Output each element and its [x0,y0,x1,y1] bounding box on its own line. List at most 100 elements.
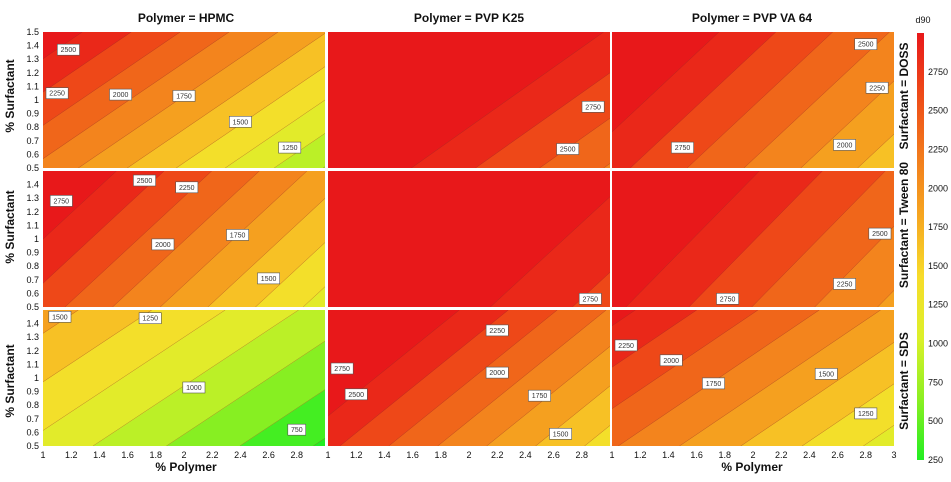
contour-line [612,310,636,326]
contour-label-text: 2500 [858,42,874,49]
contour-label-text: 2500 [348,392,364,399]
contour-panel: 2250 2000 1750 1500 1250 [612,310,894,446]
y-tick-label: 1.5 [26,27,39,37]
contour-label: 1250 [278,141,302,154]
contour-label: 1500 [257,272,281,285]
x-tick-label: 1.6 [121,450,134,460]
contour-panel: 2750 2500 2250 2000 1750 1500 [328,310,610,446]
contour-line [43,310,152,383]
contour-line [64,171,212,307]
contour-label-text: 750 [291,427,303,434]
y-tick-label: 0.9 [26,109,39,119]
contour-label-text: 2500 [61,47,77,54]
contour-label-box [133,174,156,187]
x-tick-label: 1 [609,450,614,460]
contour-label: 1250 [854,407,878,420]
x-tick-label: 1.8 [435,450,448,460]
x-tick-label: 2 [750,450,755,460]
contour-line [603,163,610,168]
contour-label-text: 2000 [155,242,171,249]
colorbar-tick-label: 2750 [928,67,948,77]
contour-label: 2500 [868,227,892,240]
contour-label: 2250 [833,278,857,290]
contour-line [43,32,230,159]
contour-line [43,171,165,284]
contour-line [539,117,610,168]
contour-line [127,33,325,168]
contour-label: 2000 [659,354,683,367]
contour-label: 2000 [485,366,509,379]
x-tick-label: 2.4 [519,450,532,460]
colorbar: 250 500 750 1000 1250 1500 1750 2000 2250 2500 275… [917,33,948,465]
contour-line [313,438,325,446]
colorbar-tick-label: 500 [928,416,943,426]
y-tick-label: 0.8 [26,400,39,410]
contour-label-box [581,101,605,113]
contour-label-text: 1500 [819,371,835,378]
contour-line [475,72,610,168]
y-axis-title: % Surfactant [3,59,17,132]
colorbar-tick-label: 1250 [928,300,948,310]
x-tick-label: 2 [181,450,186,460]
contour-line [43,32,181,126]
y-tick-label: 0.7 [26,275,39,285]
contour-label-text: 2250 [179,185,195,192]
contour-line [43,32,132,93]
contour-line [584,425,610,446]
contour-line [224,99,325,168]
colorbar-tick-label: 250 [928,455,943,465]
contour-label-text: 1500 [553,431,569,438]
contour-label-text: 2750 [334,366,350,373]
x-tick-label: 1.2 [634,450,647,460]
contour-panel: 2750 2500 2250 2000 1750 1500 [43,171,325,307]
contour-label-box [485,366,509,379]
axes: 0.5 0.6 0.7 0.8 0.9 1 1.1 1.2 1.3 1.4 1.5 0.5 0.6 0.7… [26,27,896,460]
y-tick-label: 1.4 [26,319,39,329]
contour-label-text: 2500 [137,178,153,185]
y-tick-label: 0.9 [26,248,39,258]
y-tick-label: 1.1 [26,81,39,91]
contour-label: 2000 [151,238,175,251]
y-tick-label: 0.7 [26,414,39,424]
contour-line [43,310,226,431]
contour-line [857,133,894,168]
contour-label-text: 2000 [837,142,853,149]
contour-line [814,225,894,307]
contour-label-box [549,427,573,440]
contour-label: 2500 [56,43,80,56]
row-header-tween80: Surfactant = Tween 80 [897,162,911,288]
x-tick-label: 2 [466,450,471,460]
contour-line [572,272,610,307]
y-tick-label: 1.1 [26,220,39,230]
contour-label-box [182,381,206,394]
x-tick-label: 2.2 [491,450,504,460]
contour-panel: 2500 2250 2000 1750 1500 1250 [43,32,325,168]
contour-line [302,286,325,307]
colorbar-tick-label: 1500 [928,261,948,271]
contour-line [863,425,894,446]
contour-label-box [485,324,509,337]
contour-label-text: 2000 [113,92,129,99]
y-tick-label: 1 [34,373,39,383]
colorbar-tick-label: 750 [928,377,943,387]
x-tick-label: 2.6 [262,450,275,460]
y-tick-label: 0.6 [26,427,39,437]
contour-label: 1750 [528,389,551,402]
contour-label-box [45,87,69,99]
contour-label-text: 1750 [176,93,192,100]
contour-label: 2000 [833,139,857,151]
colorbar-tick-label: 2500 [928,106,948,116]
contour-label-text: 2250 [618,343,634,350]
contour-label-box [278,141,302,154]
contour-panel: 2750 2500 [328,32,610,168]
contour-line [801,383,894,446]
contour-band [328,171,610,307]
row-headers: Surfactant = DOSS Surfactant = Tween 80 … [897,42,911,429]
x-tick-label: 2.2 [206,450,219,460]
contour-label-box [528,389,551,402]
contour-label-text: 2000 [489,370,505,377]
contour-label: 2750 [671,141,694,154]
contour-label-text: 2500 [560,147,576,154]
contour-label-text: 1750 [230,232,246,239]
